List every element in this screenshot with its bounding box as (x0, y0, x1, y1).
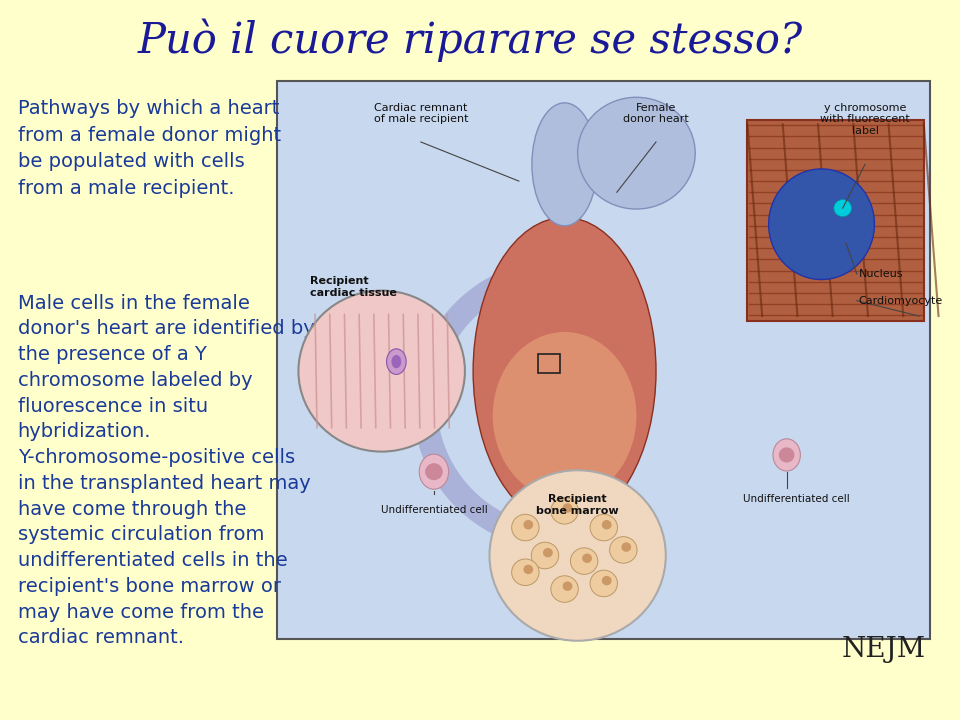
Circle shape (425, 463, 443, 480)
Circle shape (602, 520, 612, 529)
Text: Female
donor heart: Female donor heart (623, 103, 689, 125)
Ellipse shape (473, 217, 656, 525)
Text: Pathways by which a heart
from a female donor might
be populated with cells
from: Pathways by which a heart from a female … (17, 99, 280, 198)
Circle shape (523, 520, 533, 529)
Circle shape (543, 548, 553, 557)
Circle shape (563, 503, 572, 513)
Bar (539, 354, 560, 373)
Text: Undifferentiated cell: Undifferentiated cell (380, 505, 488, 516)
Text: Può il cuore riparare se stesso?: Può il cuore riparare se stesso? (137, 18, 803, 61)
Ellipse shape (773, 438, 801, 471)
Circle shape (602, 576, 612, 585)
Text: Recipient
bone marrow: Recipient bone marrow (537, 494, 619, 516)
Text: NEJM: NEJM (841, 636, 925, 663)
Circle shape (512, 514, 540, 541)
Ellipse shape (392, 355, 401, 368)
Ellipse shape (769, 169, 875, 279)
Circle shape (590, 570, 617, 597)
Bar (748, 120, 924, 321)
Circle shape (551, 498, 578, 524)
Circle shape (779, 447, 795, 462)
Circle shape (299, 291, 465, 451)
Text: Undifferentiated cell: Undifferentiated cell (743, 494, 850, 504)
Ellipse shape (420, 454, 448, 489)
Ellipse shape (578, 97, 695, 209)
Circle shape (834, 199, 852, 217)
Text: Cardiac remnant
of male recipient: Cardiac remnant of male recipient (373, 103, 468, 125)
Circle shape (523, 564, 533, 574)
Polygon shape (413, 260, 544, 549)
Ellipse shape (532, 103, 597, 226)
Circle shape (512, 559, 540, 585)
Text: Recipient
cardiac tissue: Recipient cardiac tissue (310, 276, 396, 297)
Circle shape (531, 542, 559, 569)
Ellipse shape (387, 348, 406, 374)
Circle shape (610, 536, 637, 563)
Text: Cardiomyocyte: Cardiomyocyte (859, 296, 943, 306)
Circle shape (570, 548, 598, 575)
Circle shape (551, 576, 578, 603)
Circle shape (621, 542, 631, 552)
Circle shape (490, 470, 666, 641)
Bar (277, 81, 930, 639)
Circle shape (590, 514, 617, 541)
Ellipse shape (492, 332, 636, 500)
Text: Nucleus: Nucleus (859, 269, 903, 279)
Circle shape (582, 554, 592, 563)
Circle shape (563, 582, 572, 591)
Text: y chromosome
with fluorescent
label: y chromosome with fluorescent label (820, 103, 910, 136)
Text: Male cells in the female
donor's heart are identified by
the presence of a Y
chr: Male cells in the female donor's heart a… (17, 294, 314, 647)
